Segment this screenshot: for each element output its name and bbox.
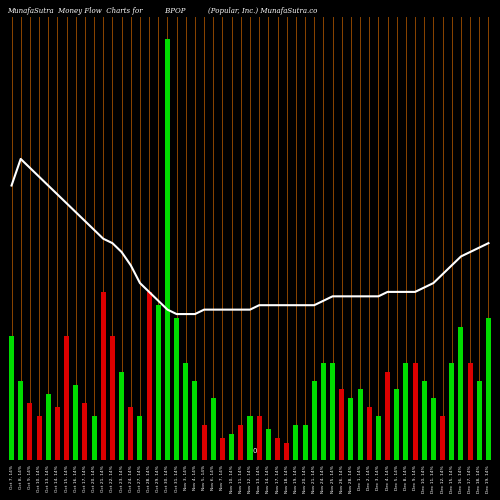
Bar <box>321 363 326 460</box>
Bar <box>266 430 271 460</box>
Bar <box>9 336 14 460</box>
Bar <box>28 402 32 460</box>
Bar <box>138 416 142 461</box>
Bar <box>64 336 69 460</box>
Bar <box>165 40 170 461</box>
Bar <box>211 398 216 460</box>
Bar <box>248 416 252 461</box>
Bar <box>18 380 23 460</box>
Bar <box>275 438 280 460</box>
Bar <box>422 380 427 460</box>
Bar <box>404 363 408 460</box>
Bar <box>376 416 381 461</box>
Text: MunafaSutra  Money Flow  Charts for          BPOP          (Popular, Inc.) Munaf: MunafaSutra Money Flow Charts for BPOP (… <box>7 7 318 15</box>
Bar <box>294 425 298 460</box>
Bar <box>36 416 42 461</box>
Bar <box>119 372 124 460</box>
Bar <box>202 425 206 460</box>
Bar <box>73 385 78 460</box>
Bar <box>256 416 262 461</box>
Bar <box>477 380 482 460</box>
Bar <box>385 372 390 460</box>
Bar <box>92 416 96 461</box>
Bar <box>174 318 179 460</box>
Bar <box>110 336 115 460</box>
Bar <box>358 390 362 460</box>
Bar <box>302 425 308 460</box>
Bar <box>440 416 445 461</box>
Bar <box>220 438 225 460</box>
Bar <box>348 398 354 460</box>
Bar <box>184 363 188 460</box>
Bar <box>128 407 134 461</box>
Bar <box>100 292 106 460</box>
Bar <box>431 398 436 460</box>
Bar <box>229 434 234 460</box>
Bar <box>412 363 418 460</box>
Bar <box>339 390 344 460</box>
Bar <box>156 305 161 460</box>
Text: 0: 0 <box>252 448 257 454</box>
Bar <box>312 380 316 460</box>
Bar <box>55 407 60 461</box>
Bar <box>486 318 491 460</box>
Bar <box>450 363 454 460</box>
Bar <box>146 292 152 460</box>
Bar <box>46 394 51 460</box>
Bar <box>468 363 472 460</box>
Bar <box>366 407 372 461</box>
Bar <box>330 363 335 460</box>
Bar <box>238 425 244 460</box>
Bar <box>458 328 464 460</box>
Bar <box>82 402 87 460</box>
Bar <box>192 380 198 460</box>
Bar <box>284 442 289 460</box>
Bar <box>394 390 400 460</box>
